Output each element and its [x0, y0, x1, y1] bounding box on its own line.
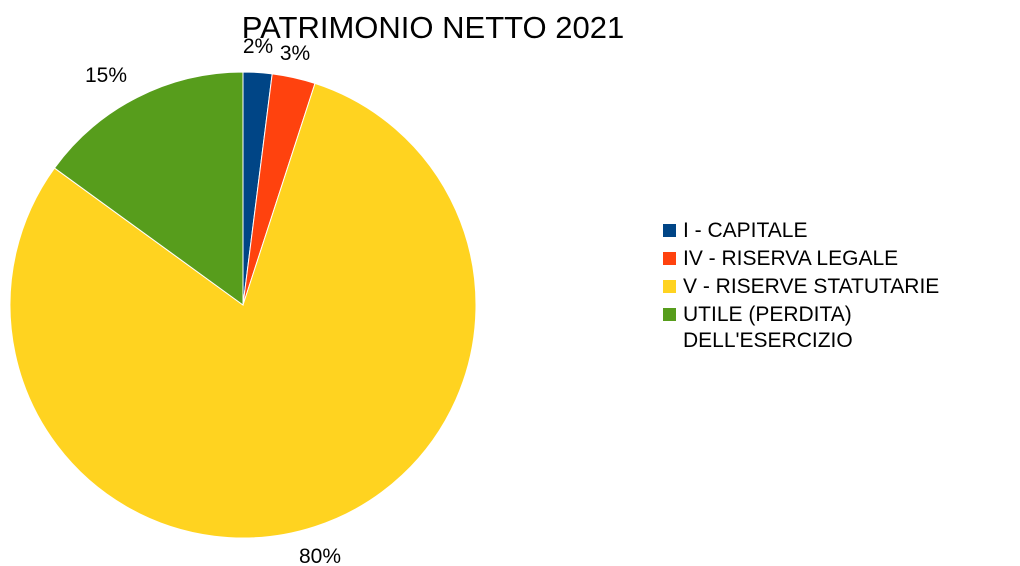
legend-label-utile-esercizio: UTILE (PERDITA) DELL'ESERCIZIO — [683, 303, 853, 352]
legend: I - CAPITALE IV - RISERVA LEGALE V - RIS… — [663, 218, 939, 356]
legend-swatch-riserva-legale — [663, 252, 676, 265]
pie-label-0: 2% — [243, 35, 273, 58]
pie-slice-3 — [53, 71, 244, 306]
legend-label-riserva-legale: IV - RISERVA LEGALE — [683, 247, 899, 270]
pie-slice-2 — [9, 82, 477, 539]
legend-swatch-utile-esercizio — [663, 308, 676, 321]
pie-label-1: 3% — [280, 42, 310, 65]
legend-label-riserve-statutarie: V - RISERVE STATUTARIE — [683, 275, 940, 298]
legend-item-riserve-statutarie: V - RISERVE STATUTARIE — [663, 274, 939, 300]
legend-label-capitale: I - CAPITALE — [683, 219, 808, 242]
pie-label-3: 15% — [85, 64, 127, 87]
pie-labels: 2% 3% 80% 15% — [85, 35, 341, 566]
legend-item-riserva-legale: IV - RISERVA LEGALE — [663, 246, 939, 272]
pie-slices — [9, 71, 477, 539]
legend-swatch-riserve-statutarie — [663, 280, 676, 293]
legend-swatch-capitale — [663, 224, 676, 237]
legend-item-capitale: I - CAPITALE — [663, 218, 939, 244]
chart-title: PATRIMONIO NETTO 2021 — [241, 10, 625, 45]
legend-item-utile-esercizio: UTILE (PERDITA) DELL'ESERCIZIO — [663, 302, 939, 354]
pie-label-2: 80% — [299, 545, 341, 566]
